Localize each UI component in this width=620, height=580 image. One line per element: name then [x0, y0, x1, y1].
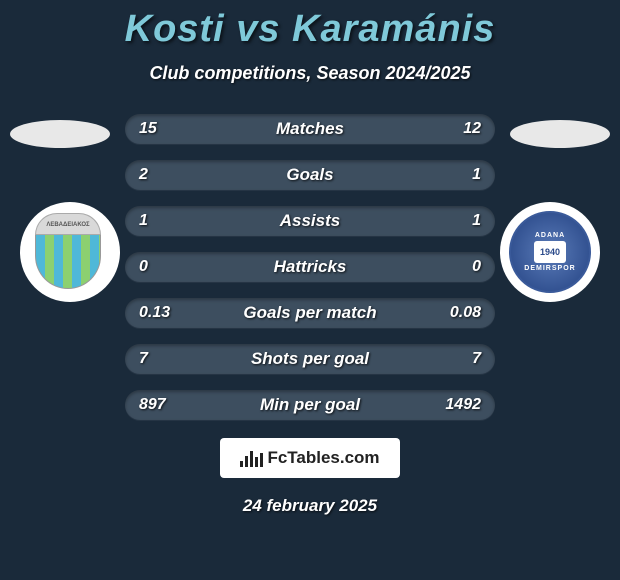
page-subtitle: Club competitions, Season 2024/2025: [0, 63, 620, 84]
stat-label: Shots per goal: [125, 349, 495, 369]
club-crest-right: ADANA 1940 DEMIRSPOR: [509, 211, 591, 293]
stat-row: 0 Hattricks 0: [125, 252, 495, 282]
stat-right-value: 0: [472, 258, 481, 276]
club-crest-right-year: 1940: [534, 241, 566, 263]
stats-list: 15 Matches 12 2 Goals 1 1 Assists 1 0 Ha…: [125, 114, 495, 420]
stat-label: Assists: [125, 211, 495, 231]
stat-row: 15 Matches 12: [125, 114, 495, 144]
club-badge-right: ADANA 1940 DEMIRSPOR: [500, 202, 600, 302]
stat-left-value: 1: [139, 212, 148, 230]
brand-text: FcTables.com: [267, 448, 379, 468]
club-crest-right-arc-top: ADANA: [535, 232, 565, 239]
stat-right-value: 1: [472, 212, 481, 230]
club-crest-left: ΛΕΒΑΔΕΙΑΚΟΣ: [35, 213, 105, 291]
shadow-ellipse-left: [10, 120, 110, 148]
stat-row: 7 Shots per goal 7: [125, 344, 495, 374]
stat-label: Goals per match: [125, 303, 495, 323]
stat-right-value: 0.08: [450, 304, 481, 322]
comparison-content: ΛΕΒΑΔΕΙΑΚΟΣ ADANA 1940 DEMIRSPOR 15 Matc…: [0, 114, 620, 516]
stat-right-value: 1: [472, 166, 481, 184]
club-crest-left-band: ΛΕΒΑΔΕΙΑΚΟΣ: [35, 213, 101, 235]
stat-label: Hattricks: [125, 257, 495, 277]
stat-left-value: 0.13: [139, 304, 170, 322]
stat-left-value: 897: [139, 396, 166, 414]
bars-icon: [240, 449, 263, 467]
stat-row: 0.13 Goals per match 0.08: [125, 298, 495, 328]
stat-left-value: 2: [139, 166, 148, 184]
stat-left-value: 0: [139, 258, 148, 276]
stat-right-value: 7: [472, 350, 481, 368]
club-crest-right-arc-bottom: DEMIRSPOR: [524, 265, 575, 272]
stat-label: Goals: [125, 165, 495, 185]
stat-row: 897 Min per goal 1492: [125, 390, 495, 420]
stat-right-value: 1492: [445, 396, 481, 414]
stat-row: 1 Assists 1: [125, 206, 495, 236]
stat-label: Matches: [125, 119, 495, 139]
club-crest-left-stripes: [35, 235, 101, 289]
shadow-ellipse-right: [510, 120, 610, 148]
stat-left-value: 7: [139, 350, 148, 368]
club-badge-left: ΛΕΒΑΔΕΙΑΚΟΣ: [20, 202, 120, 302]
stat-row: 2 Goals 1: [125, 160, 495, 190]
stat-right-value: 12: [463, 120, 481, 138]
stat-left-value: 15: [139, 120, 157, 138]
stat-label: Min per goal: [125, 395, 495, 415]
page-title: Kosti vs Karamánis: [0, 0, 620, 51]
brand-logo[interactable]: FcTables.com: [220, 438, 400, 478]
footer-date: 24 february 2025: [0, 496, 620, 516]
